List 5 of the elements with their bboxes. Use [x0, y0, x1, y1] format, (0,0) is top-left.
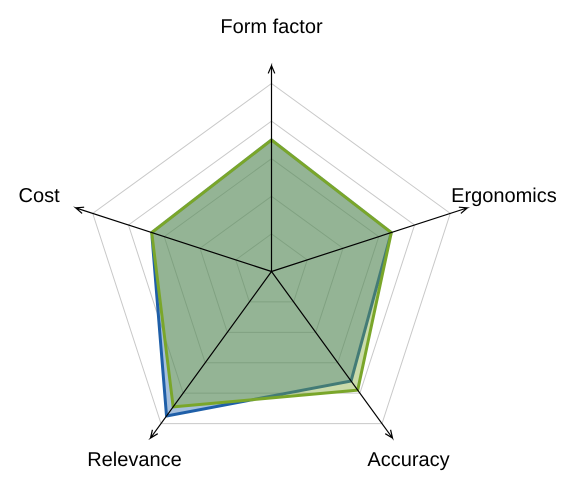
spoke-label: Ergonomics [451, 184, 557, 207]
spoke-label: Accuracy [367, 449, 450, 472]
spoke-label: Relevance [87, 449, 182, 472]
spoke-label: Cost [18, 184, 60, 207]
spoke-label: Form factor [220, 16, 323, 38]
